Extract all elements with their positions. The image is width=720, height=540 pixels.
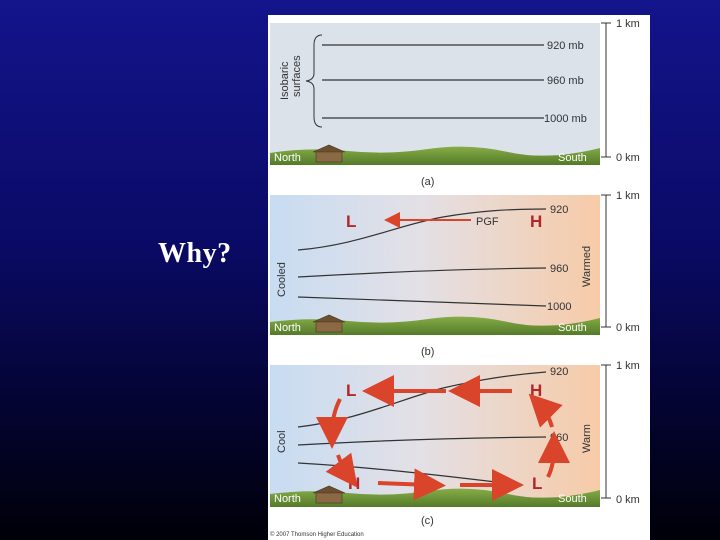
b-isobar-920 xyxy=(297,208,547,251)
b-warmed-label: Warmed xyxy=(581,246,593,287)
b-isobar-960 xyxy=(297,267,547,278)
scale-a-bottom: 0 km xyxy=(616,152,640,164)
rising-arrow xyxy=(537,431,570,478)
diagram-svg: 920 mb 960 mb 1000 mb Isobaric surfaces … xyxy=(270,18,640,538)
scale-a-top: 1 km xyxy=(616,18,640,30)
why-question: Why? xyxy=(158,238,232,269)
b-high-letter: H xyxy=(530,212,542,231)
c-cool-label: Cool xyxy=(276,430,288,453)
c-upper-high-letter: H xyxy=(530,381,542,400)
scale-c-bottom: 0 km xyxy=(616,494,640,506)
b-isobar-1000 xyxy=(297,296,547,307)
surface-flow-arrow xyxy=(377,468,446,501)
isobaric-brace xyxy=(305,34,323,128)
isobaric-label-line2: surfaces xyxy=(291,55,303,97)
panel-a: 920 mb 960 mb 1000 mb Isobaric surfaces … xyxy=(270,23,600,188)
panel-b-south: South xyxy=(558,322,587,334)
scale-c-top: 1 km xyxy=(616,360,640,372)
scale-b-top: 1 km xyxy=(616,190,640,202)
sinking-arrow xyxy=(316,398,349,449)
panel-a-label: (a) xyxy=(421,176,434,188)
isobar-1000-label: 1000 mb xyxy=(544,113,587,125)
sinking-low-arrow xyxy=(325,452,358,488)
c-isobar-920-label: 920 xyxy=(550,366,568,378)
scale-b-bottom: 0 km xyxy=(616,322,640,334)
isobar-960-label: 960 mb xyxy=(547,75,584,87)
c-lower-low-letter: L xyxy=(532,474,542,493)
b-isobar-960-label: 960 xyxy=(550,263,568,275)
panel-b-north: North xyxy=(274,322,301,334)
panel-a-north: North xyxy=(274,152,301,164)
b-low-letter: L xyxy=(346,212,356,231)
b-cooled-label: Cooled xyxy=(276,262,288,297)
pgf-label: PGF xyxy=(476,216,499,228)
panel-b: 920 960 1000 L H PGF Cooled Warmed North… xyxy=(270,195,600,358)
panel-c: 920 960 L H H L Cool Warm North South (c… xyxy=(270,365,600,527)
rising-upper-arrow xyxy=(528,393,563,428)
c-isobar-960-label: 960 xyxy=(550,432,568,444)
panel-a-south: South xyxy=(558,152,587,164)
c-warm-label: Warm xyxy=(581,424,593,453)
sea-breeze-diagram: 920 mb 960 mb 1000 mb Isobaric surfaces … xyxy=(268,15,650,540)
house-icon xyxy=(312,314,346,333)
c-upper-low-letter: L xyxy=(346,381,356,400)
panel-a-ground xyxy=(270,146,600,165)
panel-b-label: (b) xyxy=(421,346,434,358)
house-icon xyxy=(312,485,346,504)
panel-b-air xyxy=(270,195,600,329)
height-scale: 1 km 0 km 1 km 0 km 1 km 0 km xyxy=(601,18,640,506)
panel-a-sky xyxy=(270,23,600,159)
isobar-920-label: 920 mb xyxy=(547,40,584,52)
panel-b-ground xyxy=(270,316,600,335)
panel-c-north: North xyxy=(274,493,301,505)
b-isobar-920-label: 920 xyxy=(550,204,568,216)
c-isobar-1000 xyxy=(297,462,505,484)
panel-c-south: South xyxy=(558,493,587,505)
house-icon xyxy=(312,144,346,163)
isobaric-label-line1: Isobaric xyxy=(279,61,291,100)
b-isobar-1000-label: 1000 xyxy=(547,301,571,313)
panel-c-label: (c) xyxy=(421,515,434,527)
c-lower-high-letter: H xyxy=(348,474,360,493)
copyright-text: © 2007 Thomson Higher Education xyxy=(270,531,364,538)
